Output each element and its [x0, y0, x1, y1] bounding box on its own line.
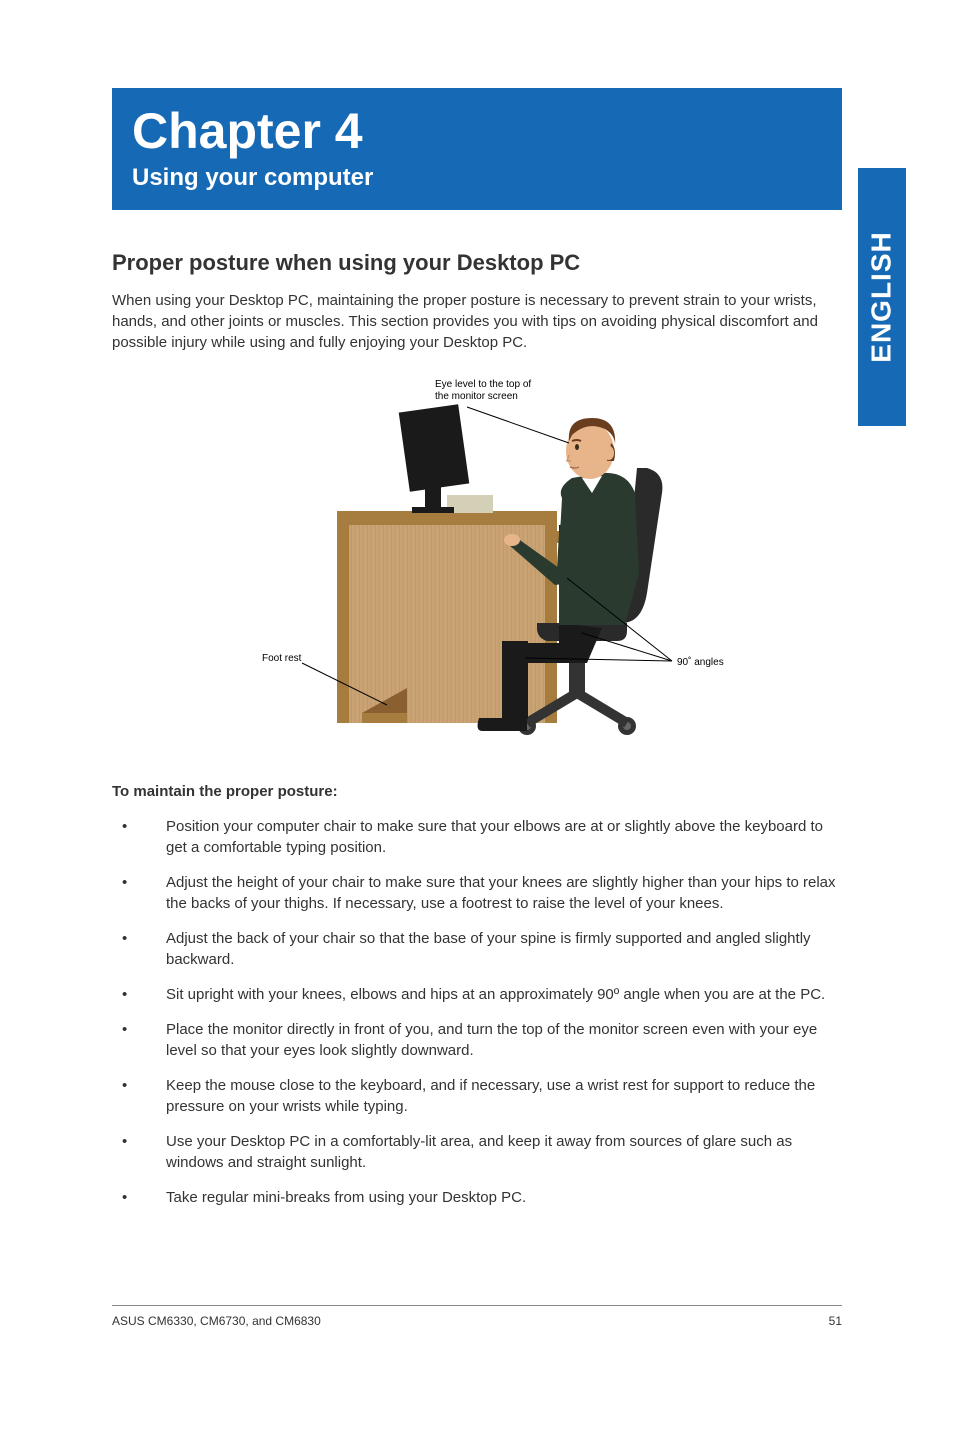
list-item: Take regular mini-breaks from using your…: [122, 1187, 842, 1208]
chapter-title: Chapter 4: [132, 102, 822, 160]
figure-label-foot-rest: Foot rest: [262, 653, 302, 664]
chapter-subtitle: Using your computer: [132, 164, 822, 192]
sub-heading: To maintain the proper posture:: [112, 783, 842, 800]
list-item: Place the monitor directly in front of y…: [122, 1019, 842, 1061]
section-heading: Proper posture when using your Desktop P…: [112, 250, 842, 276]
language-tab: ENGLISH: [858, 168, 906, 426]
list-item: Adjust the height of your chair to make …: [122, 872, 842, 914]
chapter-banner: Chapter 4 Using your computer: [112, 88, 842, 210]
footer-page-number: 51: [829, 1314, 842, 1328]
bullet-list: Position your computer chair to make sur…: [112, 816, 842, 1208]
figure-label-eye-level-2: the monitor screen: [435, 391, 518, 402]
figure-label-eye-level-1: Eye level to the top of: [435, 379, 531, 390]
list-item: Sit upright with your knees, elbows and …: [122, 984, 842, 1005]
figure-label-angles: 90˚ angles: [677, 656, 724, 668]
page-footer: ASUS CM6330, CM6730, and CM6830 51: [112, 1305, 842, 1328]
list-item: Position your computer chair to make sur…: [122, 816, 842, 858]
language-tab-text: ENGLISH: [866, 231, 898, 362]
list-item: Keep the mouse close to the keyboard, an…: [122, 1075, 842, 1117]
intro-paragraph: When using your Desktop PC, maintaining …: [112, 290, 842, 353]
list-item: Use your Desktop PC in a comfortably-lit…: [122, 1131, 842, 1173]
footer-left: ASUS CM6330, CM6730, and CM6830: [112, 1314, 321, 1328]
posture-figure: Eye level to the top of the monitor scre…: [207, 373, 747, 743]
list-item: Adjust the back of your chair so that th…: [122, 928, 842, 970]
